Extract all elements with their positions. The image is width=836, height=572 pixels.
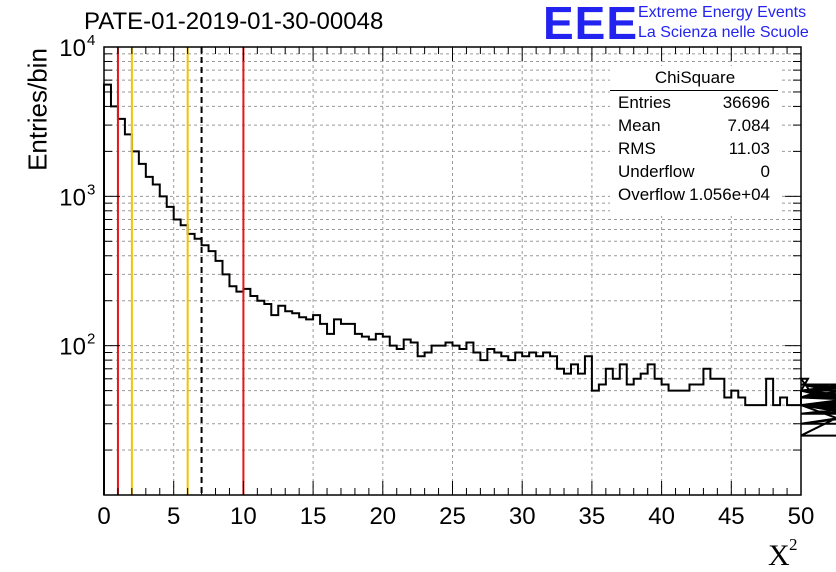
stats-value: 11.03 [728, 139, 770, 158]
logo-subtitle-2: La Scienza nelle Scuole [638, 24, 809, 41]
eee-logo: EEE [543, 0, 639, 49]
stats-label: Overflow [618, 185, 686, 204]
x-tick-label: 50 [788, 503, 815, 530]
stats-value: 0 [760, 162, 770, 181]
x-tick-label: 0 [97, 503, 110, 530]
stats-box: ChiSquare Entries 36696 Mean 7.084 RMS 1… [610, 66, 780, 216]
x-tick-label: 20 [369, 503, 396, 530]
stats-value: 7.084 [727, 116, 770, 135]
stats-row-mean: Mean 7.084 [618, 116, 770, 138]
stats-row-underflow: Underflow 0 [618, 162, 770, 184]
stats-row-rms: RMS 11.03 [618, 139, 770, 161]
stats-label: Underflow [618, 162, 695, 181]
x-tick-label: 5 [167, 503, 180, 530]
x-tick-label: 35 [579, 503, 606, 530]
y-tick-label: 10 [59, 184, 86, 211]
stats-row-entries: Entries 36696 [618, 93, 770, 115]
y-tick-exponent: 3 [87, 181, 95, 198]
stats-box-name: ChiSquare [654, 68, 736, 87]
logo-subtitle-1: Extreme Energy Events [638, 4, 807, 21]
y-tick-label: 10 [59, 35, 86, 62]
stats-value: 36696 [722, 93, 770, 112]
x-tick-label: 30 [509, 503, 536, 530]
x-tick-labels: 0 5 10 15 20 25 30 35 40 45 50 [97, 503, 814, 530]
x-axis-label-superscript: 2 [789, 535, 798, 554]
stats-row-overflow: Overflow 1.056e+04 [618, 185, 770, 207]
stats-label: Mean [618, 116, 661, 135]
x-tick-label: 15 [300, 503, 327, 530]
stats-value: 1.056e+04 [689, 185, 770, 204]
chart-title: PATE-01-2019-01-30-00048 [84, 8, 384, 35]
vertical-lines-layer [116, 47, 245, 495]
stats-label: RMS [618, 139, 656, 158]
x-tick-label: 10 [230, 503, 257, 530]
y-tick-exponent: 4 [87, 32, 95, 49]
x-axis-label: X [768, 539, 790, 572]
x-tick-label: 25 [439, 503, 466, 530]
stats-box-divider [610, 90, 778, 91]
y-axis-label: Entries/bin [22, 48, 53, 171]
y-tick-exponent: 2 [87, 331, 95, 348]
stats-label: Entries [618, 93, 671, 112]
y-tick-label: 10 [59, 334, 86, 361]
x-tick-label: 45 [718, 503, 745, 530]
plot-frame-layer [103, 46, 802, 496]
x-tick-label: 40 [648, 503, 675, 530]
